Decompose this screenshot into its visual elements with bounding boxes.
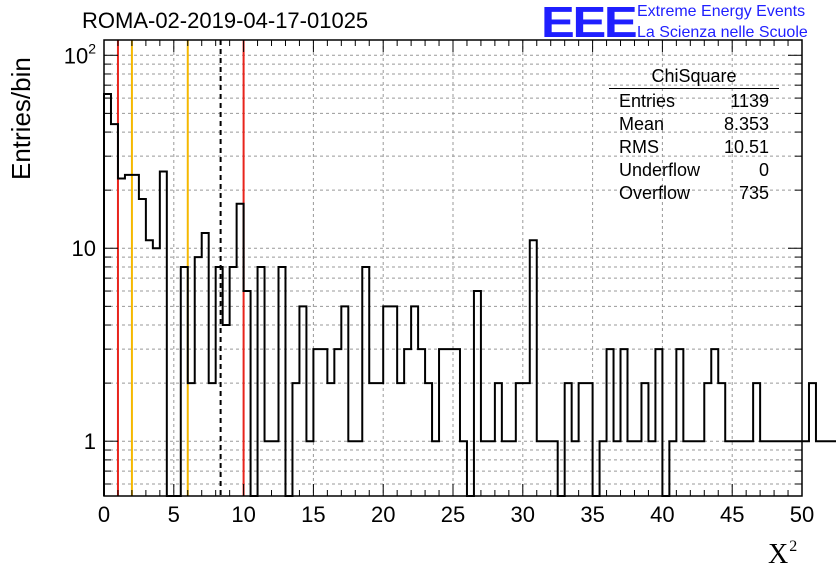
- x-tick-label: 45: [720, 502, 744, 527]
- x-tick-label: 10: [231, 502, 255, 527]
- x-tick-label: 5: [168, 502, 180, 527]
- x-tick-label: 25: [441, 502, 465, 527]
- logo-text-line-2: La Scienza nelle Scuole: [637, 24, 808, 41]
- stats-row-underflow: Underflow 0: [619, 160, 769, 180]
- stats-title: ChiSquare: [609, 66, 779, 89]
- stats-row-entries: Entries 1139: [619, 91, 769, 111]
- x-tick-label: 35: [580, 502, 604, 527]
- y-tick-label: 102: [64, 40, 96, 68]
- stats-box: ChiSquare Entries 1139 Mean 8.353 RMS 10.51…: [609, 66, 779, 205]
- eee-logo: EEE: [541, 0, 638, 47]
- stats-row-rms: RMS 10.51: [619, 137, 769, 157]
- chart-title: ROMA-02-2019-04-17-01025: [82, 8, 369, 33]
- x-tick-label: 40: [650, 502, 674, 527]
- y-axis-label: Entries/bin: [6, 57, 36, 180]
- x-axis-label: X2: [768, 538, 798, 570]
- logo-text-line-1: Extreme Energy Events: [637, 3, 806, 20]
- x-tick-label: 30: [511, 502, 535, 527]
- x-tick-label: 0: [98, 502, 110, 527]
- stats-row-overflow: Overflow 735: [619, 183, 769, 203]
- stats-row-mean: Mean 8.353: [619, 114, 769, 134]
- histogram-series: [103, 92, 836, 497]
- x-tick-label: 20: [371, 502, 395, 527]
- y-tick-label: 1: [84, 429, 96, 454]
- y-tick-label: 10: [72, 236, 96, 261]
- x-tick-label: 15: [301, 502, 325, 527]
- x-tick-label: 50: [790, 502, 814, 527]
